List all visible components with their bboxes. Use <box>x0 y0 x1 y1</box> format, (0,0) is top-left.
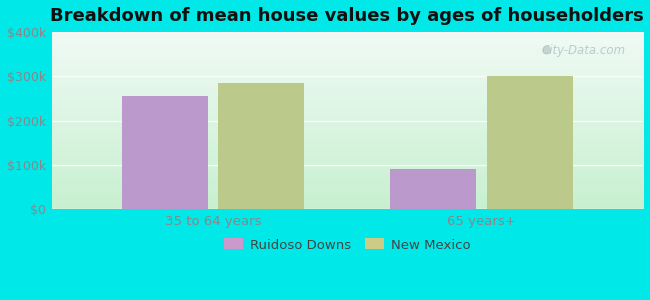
Bar <box>487 76 573 209</box>
Title: Breakdown of mean house values by ages of householders: Breakdown of mean house values by ages o… <box>51 7 644 25</box>
Text: ●: ● <box>541 44 551 55</box>
Legend: Ruidoso Downs, New Mexico: Ruidoso Downs, New Mexico <box>220 235 474 256</box>
Text: City-Data.com: City-Data.com <box>541 44 625 58</box>
Bar <box>391 169 476 209</box>
Bar <box>122 96 207 209</box>
Bar <box>218 83 304 209</box>
